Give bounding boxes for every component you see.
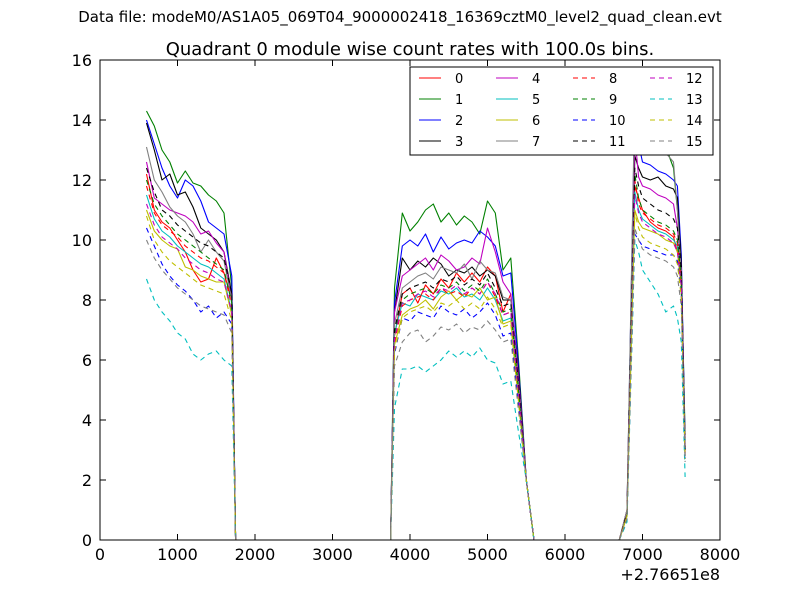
series-line-5-segment-1 [145, 194, 237, 541]
legend-label-8: 8 [609, 72, 617, 87]
series-line-15-segment-2 [390, 320, 535, 541]
legend-label-14: 14 [686, 114, 703, 129]
x-tick-label: 1000 [157, 545, 198, 564]
legend-label-11: 11 [609, 135, 626, 150]
series-line-14-segment-1 [145, 215, 237, 541]
y-tick-label: 4 [82, 411, 92, 430]
legend-label-9: 9 [609, 93, 617, 108]
legend-label-15: 15 [686, 135, 703, 150]
series-line-7-segment-1 [145, 146, 237, 541]
legend-label-10: 10 [609, 114, 626, 129]
series-line-4-segment-1 [145, 161, 237, 541]
series-line-2-segment-3 [618, 104, 686, 541]
series-line-13-segment-2 [390, 347, 535, 541]
series-line-7-segment-3 [618, 95, 686, 541]
y-tick-label: 12 [72, 171, 92, 190]
series-line-15-segment-1 [145, 239, 237, 541]
series-line-0-segment-1 [145, 173, 237, 541]
series-layer [145, 95, 686, 541]
series-line-14-segment-3 [618, 212, 686, 541]
series-line-5-segment-2 [390, 287, 535, 541]
x-tick-label: 2000 [235, 545, 276, 564]
legend-label-13: 13 [686, 93, 703, 108]
legend-label-12: 12 [686, 72, 703, 87]
series-line-13-segment-1 [145, 278, 237, 541]
series-line-0-segment-3 [618, 185, 686, 541]
legend-label-7: 7 [532, 135, 540, 150]
x-tick-label: 0 [95, 545, 105, 564]
series-line-6-segment-1 [145, 209, 237, 541]
x-tick-label: 4000 [390, 545, 431, 564]
x-tick-label: 7000 [622, 545, 663, 564]
series-line-9-segment-1 [145, 179, 237, 541]
series-line-2-segment-1 [145, 119, 237, 541]
series-line-9-segment-3 [618, 173, 686, 541]
x-axis-offset-label: +2.76651e8 [620, 565, 720, 584]
series-line-10-segment-1 [145, 227, 237, 541]
series-line-4-segment-3 [618, 134, 686, 541]
figure-suptitle: Data file: modeM0/AS1A05_069T04_90000024… [78, 8, 722, 26]
legend-label-5: 5 [532, 93, 540, 108]
y-tick-label: 16 [72, 51, 92, 70]
legend-label-2: 2 [455, 114, 463, 129]
legend-label-3: 3 [455, 135, 463, 150]
series-line-10-segment-2 [390, 302, 535, 541]
series-line-10-segment-3 [618, 233, 686, 541]
y-tick-label: 0 [82, 531, 92, 550]
chart-title: Quadrant 0 module wise count rates with … [166, 39, 655, 60]
legend-label-0: 0 [455, 72, 463, 87]
series-line-3-segment-1 [145, 122, 237, 541]
series-line-9-segment-2 [390, 278, 535, 541]
series-line-12-segment-1 [145, 203, 237, 541]
series-line-3-segment-2 [390, 257, 535, 541]
legend-label-4: 4 [532, 72, 540, 87]
axes-layer: 0 1000 2000 3000 4000 5000 6000 7000 80000246810… [72, 51, 741, 564]
y-tick-label: 14 [72, 111, 92, 130]
y-tick-label: 8 [82, 291, 92, 310]
series-line-7-segment-2 [390, 260, 535, 541]
series-line-11-segment-1 [145, 167, 237, 541]
series-line-0-segment-2 [390, 266, 535, 541]
series-line-6-segment-2 [390, 287, 535, 541]
x-tick-label: 8000 [700, 545, 741, 564]
y-tick-label: 10 [72, 231, 92, 250]
x-tick-label: 5000 [467, 545, 508, 564]
y-tick-label: 2 [82, 471, 92, 490]
series-line-8-segment-1 [145, 185, 237, 541]
series-line-2-segment-2 [390, 230, 535, 541]
x-tick-label: 3000 [312, 545, 353, 564]
y-tick-label: 6 [82, 351, 92, 370]
series-line-12-segment-2 [390, 281, 535, 541]
series-line-14-segment-2 [390, 296, 535, 541]
series-line-11-segment-2 [390, 272, 535, 541]
legend-label-1: 1 [455, 93, 463, 108]
series-line-1-segment-2 [390, 200, 535, 541]
series-line-1-segment-1 [146, 110, 237, 541]
series-line-11-segment-3 [618, 167, 686, 541]
legend-box [409, 66, 714, 156]
series-line-15-segment-3 [618, 227, 686, 541]
x-tick-label: 6000 [545, 545, 586, 564]
legend-label-6: 6 [532, 114, 540, 129]
